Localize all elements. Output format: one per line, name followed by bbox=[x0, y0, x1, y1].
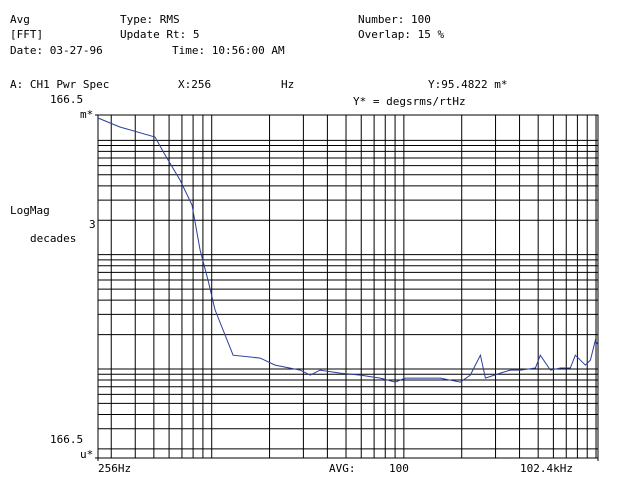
date: Date: 03-27-96 bbox=[10, 44, 103, 57]
number: Number: 100 bbox=[358, 13, 431, 26]
y-tick-label: 166.5 bbox=[50, 93, 83, 106]
x-unit: Hz bbox=[281, 78, 294, 91]
marker-x: X:256 bbox=[178, 78, 211, 91]
plot-frame bbox=[97, 114, 599, 459]
avg-value: 100 bbox=[389, 462, 409, 475]
marker-y: Y:95.4822 m* bbox=[428, 78, 507, 91]
type: Type: RMS bbox=[120, 13, 180, 26]
y-tick-label: 166.5 bbox=[50, 433, 83, 446]
y-decades-label: decades bbox=[30, 232, 76, 245]
y-top-unit: m* bbox=[80, 108, 93, 121]
y-scale-label: LogMag bbox=[10, 204, 50, 217]
time: Time: 10:56:00 AM bbox=[172, 44, 285, 57]
mode: [FFT] bbox=[10, 28, 43, 41]
trace bbox=[97, 117, 599, 383]
x-tick-label: 102.4kHz bbox=[520, 462, 573, 475]
y-bottom-unit: u* bbox=[80, 448, 93, 461]
trace-label: A: CH1 Pwr Spec bbox=[10, 78, 109, 91]
y-decades: 3 bbox=[89, 218, 96, 231]
x-tick-label: 256Hz bbox=[98, 462, 131, 475]
overlap: Overlap: 15 % bbox=[358, 28, 444, 41]
update-rate: Update Rt: 5 bbox=[120, 28, 199, 41]
avg: Avg bbox=[10, 13, 30, 26]
avg-label: AVG: bbox=[329, 462, 356, 475]
y-unit-note: Y* = degsrms/rtHz bbox=[353, 95, 466, 108]
